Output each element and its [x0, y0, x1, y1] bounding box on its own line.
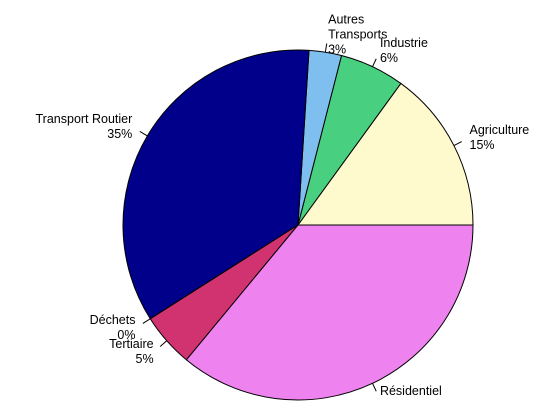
category-name: Autres Transports: [328, 12, 388, 42]
pie-slice: [297, 82, 474, 226]
category-name: Agriculture: [469, 122, 530, 137]
category-name: Résidentiel: [379, 384, 442, 399]
percent-label: 15%: [469, 137, 495, 152]
category-name: Tertiaire: [109, 337, 154, 352]
percent-label: 36%: [380, 399, 442, 401]
slice-label: Tertiaire 5%: [109, 337, 153, 367]
label-tick: [139, 131, 148, 137]
label-tick: [159, 340, 168, 347]
percent-label: 5%: [135, 352, 154, 367]
pie-slice: [122, 49, 310, 320]
category-name: Industrie: [379, 35, 428, 50]
percent-label: 6%: [379, 50, 399, 65]
category-name: Déchets: [89, 313, 136, 328]
slice-label: Résidentiel36%: [380, 384, 442, 401]
label-tick: [372, 383, 377, 392]
slice-label: Industrie 6%: [380, 36, 428, 66]
slice-label: Autres Transports 3%: [328, 12, 398, 57]
label-tick: [372, 58, 377, 67]
slice-label: Agriculture 15%: [470, 123, 530, 153]
label-tick: [142, 318, 151, 324]
percent-label: 0%: [117, 328, 136, 343]
percent-label: 35%: [107, 127, 133, 141]
percent-label: 3%: [328, 42, 347, 57]
slice-label: Transport Routier 35%: [36, 112, 133, 142]
slice-label: Déchets 0%: [90, 313, 136, 343]
label-tick: [324, 43, 328, 53]
label-tick: [453, 141, 462, 146]
category-name: Transport Routier: [35, 112, 133, 126]
